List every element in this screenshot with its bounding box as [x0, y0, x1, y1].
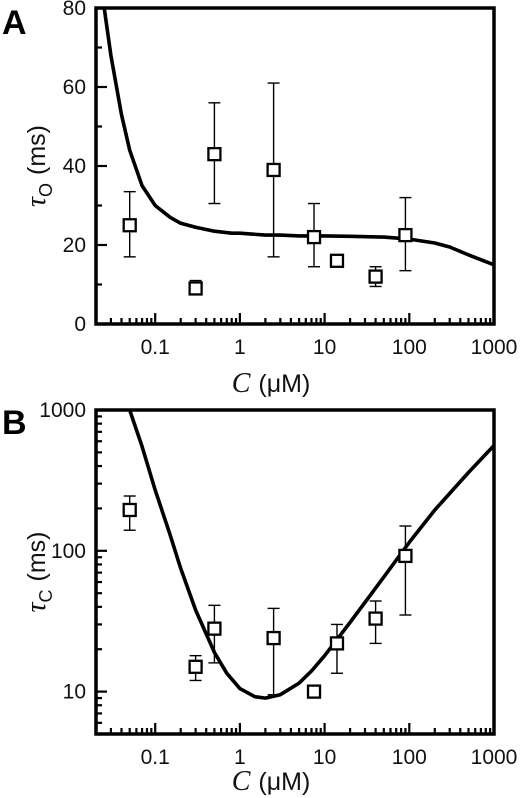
panel-b-x-axis-label: C (μM)	[232, 766, 311, 797]
panel-a-data-point	[188, 281, 203, 296]
panel-a-data-point	[398, 227, 413, 243]
panel-a-x-axis-symbol: C	[232, 368, 251, 399]
panel-b-fit-curve	[127, 410, 494, 700]
panel-b-x-tick-label: 1000	[471, 746, 518, 769]
panel-b-y-axis-subscript: C	[36, 589, 56, 602]
panel-b-y-tick-label: 100	[51, 540, 86, 563]
panel-a-x-axis-label: C (μM)	[232, 368, 311, 399]
panel-a-x-tick-label: 1	[234, 336, 246, 359]
panel-b-x-axis-symbol: C	[232, 766, 251, 797]
panel-b-y-tick-label: 10	[63, 681, 86, 704]
panel-a-data-point	[207, 146, 222, 162]
panel-a-y-axis-symbol: τ	[21, 196, 52, 207]
panel-a-y-tick-label: 40	[63, 155, 86, 178]
panel-b-y-tick-label: 1000	[39, 399, 86, 422]
panel-b-x-tick-label: 1	[234, 746, 246, 769]
panel-b-data-point	[188, 659, 203, 674]
panel-b-y-axis-label: τC (ms)	[21, 531, 56, 612]
panel-a-x-tick-label: 10	[313, 336, 336, 359]
panel-b-x-axis-unit: (μM)	[258, 768, 310, 796]
panel-a-data-point	[266, 162, 281, 178]
panel-a-plot-frame	[94, 6, 496, 326]
panel-a-x-axis-unit: (μM)	[258, 370, 310, 398]
panel-a-marks	[102, 8, 494, 296]
panel-a-x-tick-label: 0.1	[141, 336, 170, 359]
panel-a-x-tick-label: 1000	[471, 336, 518, 359]
panel-b-axes: 0.1 1 10 100 1000 10 100 1000	[39, 399, 517, 769]
panel-a-fit-curve	[102, 8, 494, 267]
panel-a: A 0.1 1 10 100 1000 0 20 40 60 80 C (μM) τO (ms)	[2, 0, 517, 399]
panel-b-x-tick-label: 100	[392, 746, 427, 769]
panel-a-y-axis-subscript: O	[36, 183, 56, 197]
panel-a-y-tick-label: 80	[63, 0, 86, 20]
panel-a-y-axis-label: τO (ms)	[21, 125, 56, 207]
panel-a-data-point	[122, 218, 137, 233]
panel-b-x-tick-label: 10	[313, 746, 336, 769]
panel-b-y-axis-unit: (ms)	[23, 531, 51, 581]
panel-b-data-point	[306, 684, 322, 699]
panel-a-y-tick-label: 0	[74, 313, 86, 336]
panel-a-axes: 0.1 1 10 100 1000 0 20 40 60 80	[63, 0, 518, 359]
panel-b-x-tick-label: 0.1	[141, 746, 170, 769]
panel-b-data-point	[207, 621, 222, 636]
panel-a-y-tick-label: 60	[63, 76, 86, 99]
panel-a-y-axis-unit: (ms)	[23, 125, 51, 175]
panel-b-data-point	[368, 611, 383, 626]
panel-a-data-point	[368, 269, 383, 284]
panel-a-x-tick-label: 100	[392, 336, 427, 359]
panel-a-data-point	[306, 229, 322, 245]
panel-b-letter: B	[2, 404, 27, 442]
panel-a-letter: A	[2, 4, 27, 42]
panel-b-y-axis-symbol: τ	[21, 602, 52, 613]
panel-b-data-point	[398, 548, 413, 564]
panel-a-y-tick-label: 20	[63, 234, 86, 257]
panel-b-data-point	[266, 630, 281, 646]
panel-b-data-point	[122, 502, 137, 518]
panel-b-data-point	[329, 636, 345, 651]
panel-b-marks	[122, 410, 494, 700]
panel-a-data-point	[329, 253, 345, 268]
